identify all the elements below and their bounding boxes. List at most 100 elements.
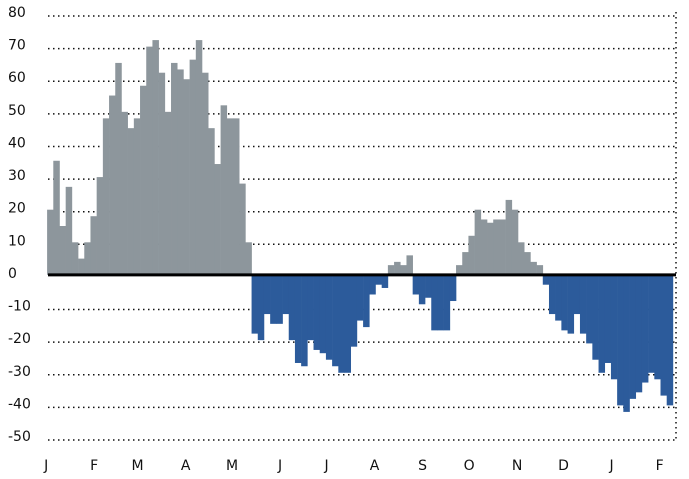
bar bbox=[548, 274, 556, 315]
y-tick-label: 10 bbox=[8, 233, 26, 249]
bar bbox=[629, 274, 637, 399]
bar bbox=[127, 128, 135, 275]
bar bbox=[561, 274, 568, 331]
y-tick-label: 70 bbox=[8, 38, 26, 54]
bar bbox=[431, 274, 438, 331]
bar bbox=[456, 265, 463, 275]
x-tick-label: F bbox=[90, 458, 98, 474]
bar bbox=[555, 274, 562, 321]
bar bbox=[505, 199, 513, 275]
bar bbox=[474, 209, 482, 275]
y-tick-label: 40 bbox=[8, 135, 26, 151]
bar bbox=[121, 111, 128, 275]
bar bbox=[623, 274, 630, 412]
bar bbox=[356, 274, 364, 321]
x-tick-label: F bbox=[656, 458, 664, 474]
bar bbox=[133, 118, 141, 275]
x-tick-label: M bbox=[132, 458, 144, 474]
x-tick-label: S bbox=[418, 458, 427, 474]
bar bbox=[654, 274, 661, 380]
y-tick-label: -10 bbox=[8, 299, 31, 315]
y-tick-label: 20 bbox=[8, 201, 26, 217]
bar bbox=[579, 274, 587, 334]
bar bbox=[511, 209, 519, 275]
bar bbox=[604, 274, 612, 363]
bar bbox=[195, 40, 203, 275]
bar bbox=[381, 274, 389, 288]
bar bbox=[425, 274, 432, 298]
bar bbox=[158, 72, 166, 275]
bar bbox=[350, 274, 358, 347]
bar bbox=[394, 261, 401, 275]
y-tick-label: 60 bbox=[8, 70, 26, 86]
bar bbox=[102, 118, 110, 275]
bar bbox=[536, 265, 544, 275]
bar bbox=[437, 274, 444, 331]
bar bbox=[65, 186, 73, 275]
x-tick-label: J bbox=[43, 458, 48, 474]
x-tick-label: A bbox=[370, 458, 380, 474]
bar bbox=[59, 226, 66, 275]
bar bbox=[140, 85, 147, 275]
bar bbox=[115, 62, 122, 275]
bar bbox=[592, 274, 599, 360]
bar bbox=[530, 261, 537, 275]
x-tick-label: N bbox=[512, 458, 522, 474]
bar bbox=[443, 274, 451, 331]
bar bbox=[282, 274, 290, 315]
bar bbox=[666, 274, 674, 406]
bar bbox=[468, 235, 475, 275]
bar bbox=[412, 274, 420, 295]
bar bbox=[109, 95, 116, 275]
bar bbox=[586, 274, 593, 344]
bar bbox=[53, 160, 60, 275]
bar bbox=[387, 265, 395, 275]
x-tick-label: J bbox=[323, 458, 328, 474]
bar bbox=[96, 177, 104, 275]
bar bbox=[47, 209, 54, 275]
bar bbox=[418, 274, 426, 305]
x-tick-label: J bbox=[609, 458, 614, 474]
bar bbox=[270, 274, 277, 324]
bar bbox=[542, 274, 550, 285]
x-tick-label: M bbox=[226, 458, 238, 474]
bar bbox=[567, 274, 575, 334]
y-tick-label: -20 bbox=[8, 331, 31, 347]
bar bbox=[232, 118, 240, 275]
bar bbox=[480, 219, 488, 275]
x-tick-label: O bbox=[464, 458, 475, 474]
bar bbox=[573, 274, 581, 315]
bar bbox=[226, 118, 234, 275]
bar bbox=[301, 274, 308, 367]
x-tick-label: D bbox=[558, 458, 569, 474]
y-tick-label: 80 bbox=[8, 5, 26, 21]
bar bbox=[220, 105, 228, 275]
bar bbox=[499, 219, 506, 275]
bar bbox=[313, 274, 321, 350]
bar bbox=[189, 59, 197, 275]
bar bbox=[177, 69, 184, 275]
bar bbox=[363, 274, 370, 328]
bar bbox=[257, 274, 265, 341]
bar bbox=[307, 274, 314, 341]
bar bbox=[183, 79, 190, 275]
x-tick-label: J bbox=[277, 458, 282, 474]
bar bbox=[369, 274, 376, 295]
y-tick-label: 30 bbox=[8, 168, 26, 184]
bar bbox=[338, 274, 345, 373]
bar bbox=[294, 274, 302, 363]
bar bbox=[325, 274, 333, 360]
bar bbox=[245, 242, 252, 275]
bar bbox=[251, 274, 259, 334]
bar bbox=[660, 274, 668, 396]
bar bbox=[406, 255, 413, 275]
bar bbox=[152, 40, 159, 275]
bar bbox=[648, 274, 655, 373]
bar bbox=[276, 274, 283, 324]
bar bbox=[202, 72, 209, 275]
bar bbox=[208, 128, 215, 275]
bar bbox=[462, 252, 469, 275]
bar bbox=[524, 252, 531, 275]
bar bbox=[610, 274, 618, 380]
